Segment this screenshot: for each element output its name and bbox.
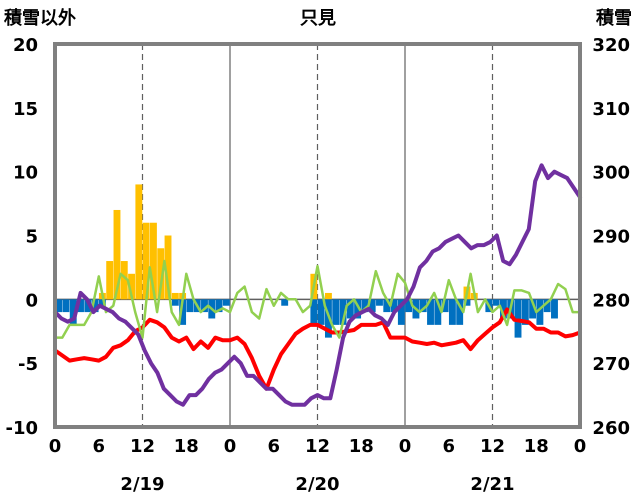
date-labels: 2/19 2/20 2/21 bbox=[120, 474, 514, 495]
bar bbox=[179, 299, 187, 325]
bar bbox=[113, 209, 121, 300]
left-tick-label: 0 bbox=[25, 290, 38, 311]
bar bbox=[201, 299, 208, 313]
bar bbox=[521, 299, 529, 325]
bar bbox=[77, 299, 84, 313]
bar bbox=[390, 299, 398, 313]
bar bbox=[128, 273, 136, 300]
bar bbox=[332, 299, 340, 325]
bar bbox=[346, 299, 354, 319]
bar bbox=[142, 222, 150, 300]
bar bbox=[354, 299, 362, 319]
x-tick-label: 0 bbox=[224, 436, 237, 457]
bar bbox=[317, 299, 325, 325]
bar bbox=[419, 299, 427, 313]
x-tick-label: 0 bbox=[399, 436, 412, 457]
bar bbox=[120, 261, 128, 300]
bar bbox=[91, 299, 99, 313]
bar bbox=[135, 184, 143, 300]
right-tick-label: 280 bbox=[592, 290, 630, 311]
bar bbox=[405, 299, 413, 313]
x-tick-label: 0 bbox=[574, 436, 587, 457]
chart-title: 只見 bbox=[300, 8, 336, 29]
bar bbox=[62, 299, 70, 313]
bar bbox=[310, 299, 318, 325]
grid bbox=[55, 44, 580, 427]
x-tick-label: 6 bbox=[267, 436, 280, 457]
x-tick-label: 6 bbox=[92, 436, 105, 457]
bar bbox=[397, 299, 405, 325]
bar bbox=[427, 299, 434, 325]
x-tick-label: 0 bbox=[49, 436, 62, 457]
left-tick-label: 5 bbox=[25, 227, 38, 248]
left-tick-label: -5 bbox=[18, 354, 38, 375]
x-tick-label: 18 bbox=[524, 436, 549, 457]
left-axis-label: 積雪以外 bbox=[3, 7, 76, 29]
left-tick-label: 10 bbox=[13, 163, 38, 184]
x-ticks: 0 6 12 18 0 6 12 18 0 6 12 18 0 bbox=[49, 436, 587, 457]
date-label: 2/21 bbox=[470, 474, 514, 495]
bar bbox=[164, 235, 172, 300]
right-tick-label: 270 bbox=[592, 354, 630, 375]
bar bbox=[448, 299, 456, 325]
right-y-ticks: 320 310 300 290 280 270 260 bbox=[592, 35, 630, 439]
bar bbox=[456, 299, 464, 325]
x-tick-label: 12 bbox=[305, 436, 330, 457]
bar bbox=[434, 299, 442, 325]
left-tick-label: 20 bbox=[13, 35, 38, 56]
bar bbox=[376, 299, 383, 306]
line-layer bbox=[53, 163, 582, 407]
bar bbox=[339, 299, 347, 325]
date-label: 2/20 bbox=[295, 474, 339, 495]
x-tick-label: 18 bbox=[174, 436, 199, 457]
bar bbox=[149, 222, 157, 300]
bar bbox=[324, 292, 332, 300]
right-tick-label: 290 bbox=[592, 227, 630, 248]
bar bbox=[171, 299, 179, 306]
right-tick-label: 320 bbox=[592, 35, 630, 56]
x-tick-label: 6 bbox=[442, 436, 455, 457]
bar bbox=[84, 299, 92, 313]
bar bbox=[441, 299, 449, 313]
bar bbox=[383, 299, 391, 313]
bar bbox=[106, 261, 114, 300]
bar bbox=[361, 299, 369, 313]
series-line bbox=[53, 259, 582, 339]
bar bbox=[492, 299, 500, 306]
bar bbox=[55, 299, 63, 313]
bar bbox=[543, 299, 551, 313]
x-tick-label: 18 bbox=[349, 436, 374, 457]
bar bbox=[463, 299, 471, 306]
bar bbox=[499, 299, 507, 319]
bar bbox=[281, 299, 289, 306]
x-tick-label: 12 bbox=[480, 436, 505, 457]
right-tick-label: 310 bbox=[592, 99, 630, 120]
bar bbox=[186, 299, 194, 313]
right-tick-label: 300 bbox=[592, 163, 630, 184]
bar bbox=[98, 299, 106, 306]
bar bbox=[171, 292, 179, 300]
bar bbox=[536, 299, 544, 325]
left-tick-label: -10 bbox=[5, 418, 38, 439]
bar bbox=[69, 299, 77, 325]
right-tick-label: 260 bbox=[592, 418, 630, 439]
bar-layer bbox=[55, 184, 558, 338]
series-line bbox=[53, 163, 582, 407]
bar bbox=[222, 299, 230, 306]
right-axis-label: 積雪 bbox=[595, 7, 632, 29]
bar bbox=[157, 248, 165, 300]
bar bbox=[368, 299, 376, 313]
left-tick-label: 15 bbox=[13, 99, 38, 120]
date-label: 2/19 bbox=[120, 474, 164, 495]
bar bbox=[551, 299, 558, 319]
bar bbox=[215, 299, 223, 313]
plot-frame bbox=[53, 42, 582, 429]
left-y-ticks: 20 15 10 5 0 -5 -10 bbox=[5, 35, 38, 439]
x-tick-label: 12 bbox=[130, 436, 155, 457]
bar bbox=[529, 299, 537, 319]
